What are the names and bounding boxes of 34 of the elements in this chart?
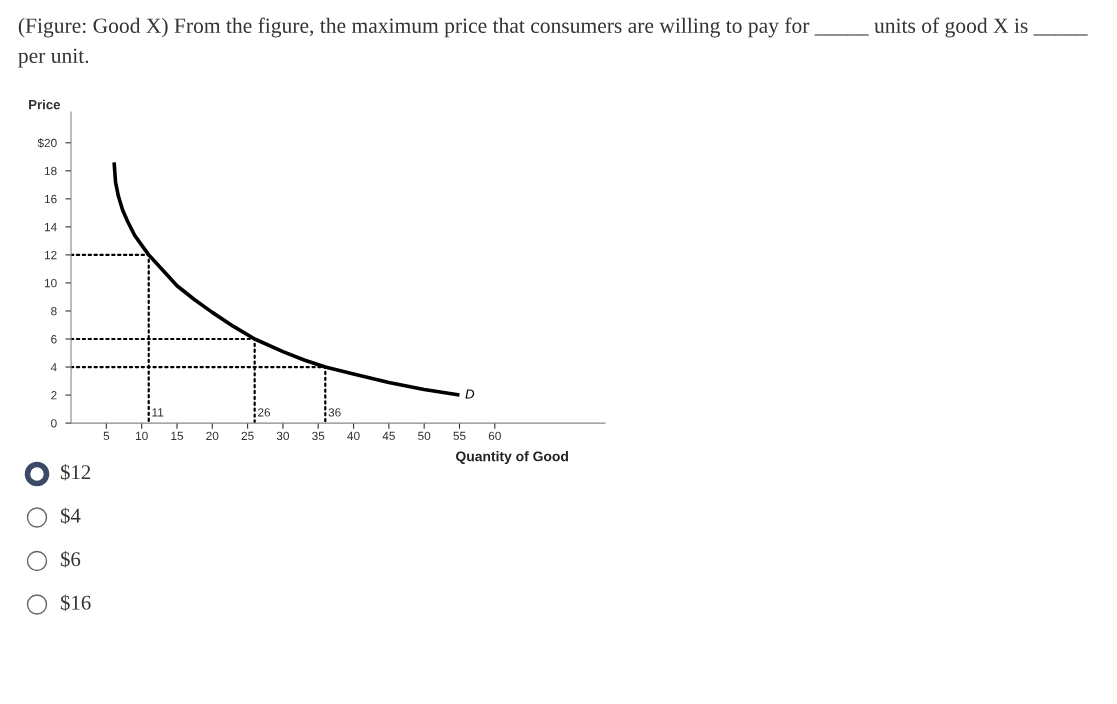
x-tick-label: 20: [206, 431, 219, 441]
y-tick-label: 10: [44, 278, 57, 288]
x-axis-title: Quantity of Good: [456, 451, 568, 465]
x-tick-label: 35: [312, 431, 325, 441]
x-tick-label: 60: [488, 431, 501, 441]
text: $4: [60, 507, 81, 525]
x-tick-label: 15: [171, 431, 184, 441]
annotation: 11: [152, 408, 164, 417]
text: $16: [60, 594, 91, 612]
y-tick-label: 6: [51, 335, 57, 344]
y-tick-label: 2: [51, 391, 57, 400]
text: $12: [60, 463, 91, 481]
y-tick-label: 0: [51, 419, 57, 428]
annotation: 26: [258, 408, 271, 417]
x-tick-label: 50: [418, 431, 431, 441]
y-tick-label: 12: [44, 250, 57, 260]
y-tick-label: 14: [44, 223, 57, 232]
y-tick-label: 8: [51, 307, 57, 316]
y-tick-label: 18: [44, 166, 57, 176]
x-tick-label: 55: [453, 431, 466, 441]
text: $6: [60, 550, 81, 568]
y-tick-label: 4: [50, 363, 57, 372]
y-tick-label: 16: [44, 194, 57, 204]
x-tick-label: 30: [276, 431, 290, 441]
x-tick-label: 40: [347, 431, 360, 441]
chart-title: (Figure: Good X) From the figure, the maximum price that consumers are willing to pay for _____ units of good X is _____ per unit.: [18, 17, 1088, 68]
x-tick-label: 45: [382, 431, 395, 441]
x-tick-label: 5: [103, 431, 110, 441]
y-axis-title: Price: [29, 99, 61, 110]
annotation: D: [465, 389, 475, 399]
x-tick-label: 10: [136, 431, 148, 441]
y-tick-label: $20: [37, 138, 57, 148]
x-tick-label: 25: [241, 431, 254, 441]
annotation: 36: [328, 408, 341, 417]
